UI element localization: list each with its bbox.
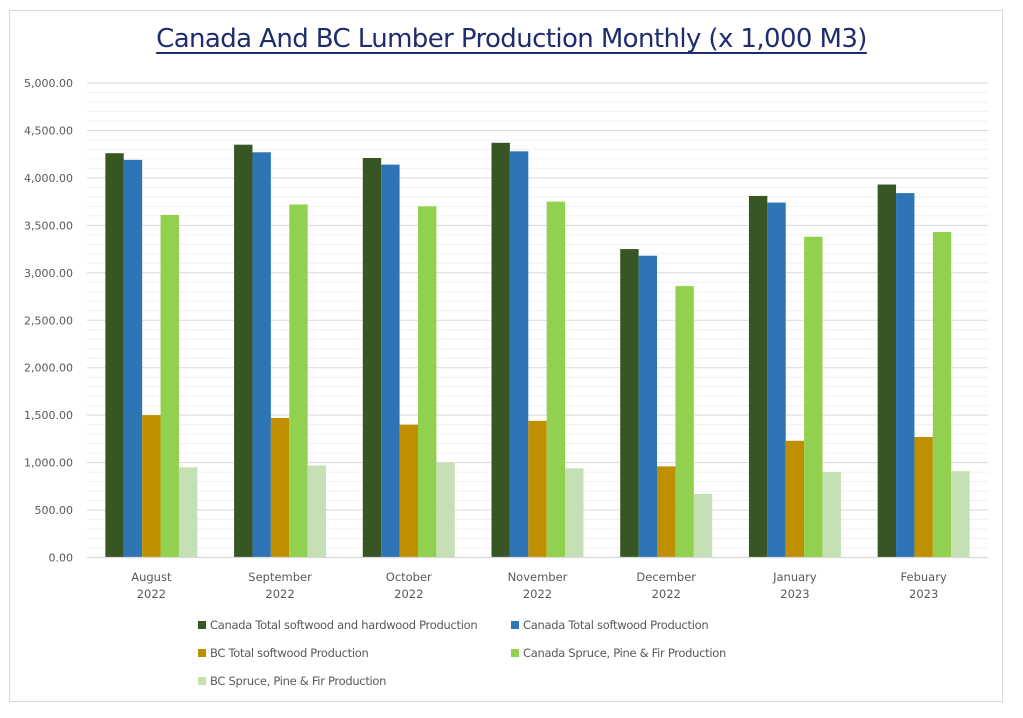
x-tick-label: October [386, 570, 432, 584]
bar [178, 467, 198, 558]
bar [381, 164, 400, 558]
bar [785, 440, 805, 558]
legend-item[interactable]: Canada Total softwood Production [511, 618, 709, 632]
bar [896, 193, 915, 558]
x-tick-label: 2022 [652, 587, 681, 601]
legend-swatch [511, 621, 519, 629]
y-tick-label: 4,000.00 [24, 172, 73, 185]
bar [804, 236, 823, 558]
y-tick-label: 0.00 [49, 552, 74, 565]
x-tick-label: 2022 [394, 587, 423, 601]
legend-item[interactable]: Canada Total softwood and hardwood Produ… [198, 618, 478, 632]
bar [362, 157, 382, 558]
bar [142, 415, 161, 558]
y-tick-label: 2,000.00 [24, 362, 73, 375]
bar [270, 417, 290, 558]
y-tick-label: 4,500.00 [24, 124, 73, 137]
y-tick-label: 5,000.00 [24, 77, 73, 90]
y-tick-label: 3,500.00 [24, 219, 73, 232]
x-tick-label: August [131, 570, 172, 584]
x-tick-label: 2023 [780, 587, 809, 601]
y-tick-label: 3,000.00 [24, 267, 73, 280]
legend-label: BC Spruce, Pine & Fir Production [210, 674, 387, 688]
bar [932, 231, 952, 558]
bar [951, 471, 970, 558]
bar [565, 468, 584, 558]
x-tick-label: November [508, 570, 568, 584]
legend-swatch [198, 677, 206, 685]
y-tick-label: 1,000.00 [24, 457, 73, 470]
x-axis-tick-labels: August 2022 September 2022 October 2022 Novemb… [131, 570, 947, 601]
legend-label: Canada Spruce, Pine & Fir Production [523, 646, 727, 660]
legend-item[interactable]: Canada Spruce, Pine & Fir Production [511, 646, 726, 660]
x-tick-label: December [636, 570, 696, 584]
x-tick-label: Febuary [901, 570, 947, 584]
bar [252, 152, 271, 558]
bar [509, 151, 529, 558]
y-tick-label: 500.00 [35, 504, 74, 517]
bar [767, 202, 786, 558]
legend-label: Canada Total softwood Production [523, 618, 709, 632]
bar [399, 424, 418, 558]
y-tick-label: 1,500.00 [24, 409, 73, 422]
bar [914, 436, 933, 558]
y-tick-label: 2,500.00 [24, 314, 73, 327]
legend-item[interactable]: BC Total softwood Production [198, 646, 369, 660]
bar [417, 206, 437, 558]
bar [105, 153, 124, 558]
bar [528, 420, 547, 558]
legend-swatch [511, 649, 519, 657]
legend-swatch [198, 649, 206, 657]
x-tick-label: 2022 [137, 587, 166, 601]
y-axis-tick-labels: 0.00 500.00 1,000.00 1,500.00 2,000.00 2,500.… [24, 77, 73, 565]
bar [123, 159, 143, 558]
legend-swatch [198, 621, 206, 629]
bar [748, 195, 768, 558]
legend-label: Canada Total softwood and hardwood Produ… [210, 618, 478, 632]
bar [638, 255, 658, 558]
bar [546, 201, 566, 558]
bar [693, 493, 713, 558]
x-tick-label: 2023 [909, 587, 938, 601]
bar [289, 204, 308, 558]
bar [491, 142, 510, 558]
bar [675, 286, 694, 558]
legend-label: BC Total softwood Production [210, 646, 369, 660]
chart-title: Canada And BC Lumber Production Monthly … [156, 24, 867, 54]
x-tick-label: September [248, 570, 312, 584]
bar [877, 184, 897, 558]
legend-item[interactable]: BC Spruce, Pine & Fir Production [198, 674, 386, 688]
bar [822, 472, 841, 558]
x-tick-label: 2022 [523, 587, 552, 601]
bar [234, 144, 253, 558]
bar [436, 462, 455, 558]
x-tick-label: 2022 [265, 587, 294, 601]
bars [105, 142, 970, 558]
bar [657, 466, 676, 558]
bar [620, 249, 639, 558]
bar [307, 465, 327, 558]
x-tick-label: January [772, 570, 817, 584]
bar [160, 214, 179, 558]
